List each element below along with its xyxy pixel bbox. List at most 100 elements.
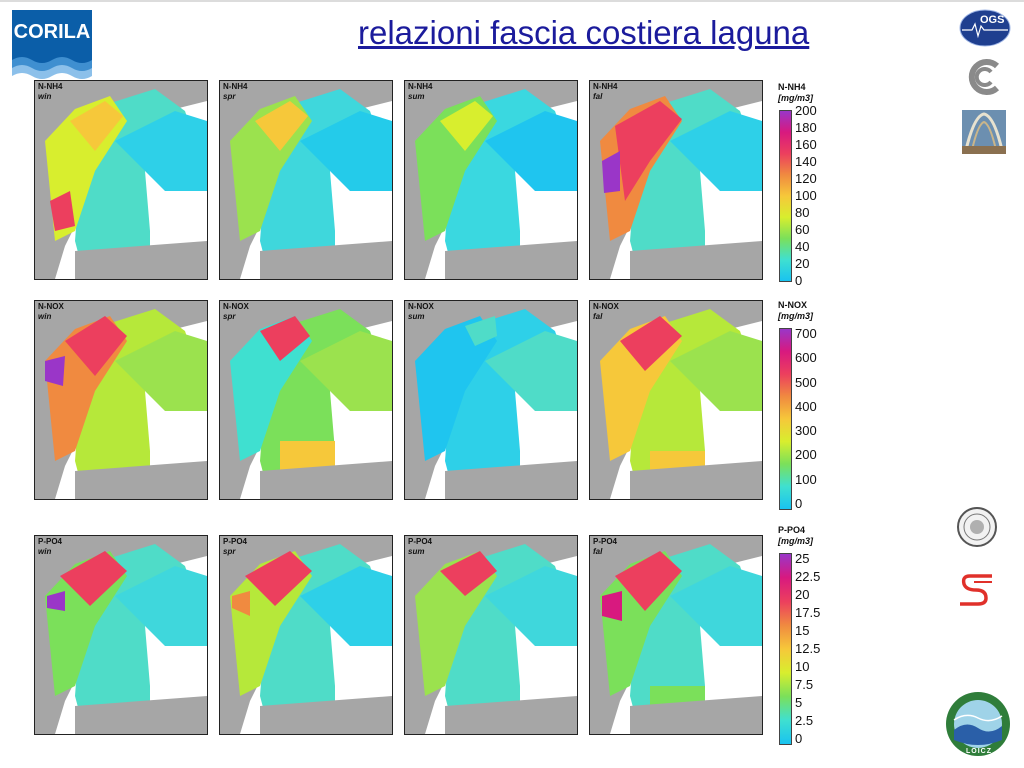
ogs-globe-icon <box>959 9 1011 47</box>
map-image <box>35 301 207 499</box>
colorbar-tick-label: 400 <box>795 398 817 414</box>
panel-variable: N-NH4 <box>38 82 63 91</box>
colorbar-title-po4: P-PO4 [mg/m3] <box>778 525 813 547</box>
colorbar-tick-label: 5 <box>795 695 803 710</box>
map-po4-win: P-PO4 win <box>34 535 208 735</box>
colorbar-variable: N-NH4 <box>778 82 806 92</box>
map-image <box>405 536 577 734</box>
map-image <box>405 81 577 279</box>
panel-variable: N-NH4 <box>593 82 618 91</box>
panel-label: P-PO4 spr <box>223 537 247 557</box>
colorbar-tick-label: 15 <box>795 623 810 638</box>
colorbar-tick-label: 10 <box>795 659 810 674</box>
colorbar-unit: [mg/m3] <box>778 93 814 103</box>
university-seal <box>956 506 998 548</box>
colorbar-variable: P-PO4 <box>778 525 806 535</box>
ogs-logo-text: OGS <box>980 14 1005 26</box>
map-image <box>590 301 762 499</box>
panel-variable: N-NOX <box>408 302 434 311</box>
colorbar-unit: [mg/m3] <box>778 536 814 546</box>
ogs-logo: OGS <box>958 8 1012 48</box>
colorbar-tick-label: 140 <box>795 154 817 169</box>
colorbar-title-nox: N-NOX [mg/m3] <box>778 300 813 322</box>
panel-season: spr <box>223 92 236 101</box>
panel-label: N-NH4 win <box>38 82 62 102</box>
map-nh4-sum: N-NH4 sum <box>404 80 578 280</box>
panel-variable: N-NH4 <box>223 82 248 91</box>
panel-season: win <box>38 312 52 321</box>
panel-season: fal <box>593 547 603 556</box>
colorbar-tick-label: 0 <box>795 731 803 746</box>
colorbar-nox <box>779 328 792 510</box>
map-nh4-fal: N-NH4 fal <box>589 80 763 280</box>
colorbar-tick-label: 60 <box>795 222 810 237</box>
panel-season: spr <box>223 547 236 556</box>
panel-season: win <box>38 92 52 101</box>
colorbar-tick-label: 600 <box>795 350 817 366</box>
map-image <box>220 536 392 734</box>
colorbar-tick-label: 0 <box>795 496 803 511</box>
colorbar-tick-label: 20 <box>795 256 810 271</box>
panel-variable: P-PO4 <box>38 537 63 546</box>
colorbar-tick-label: 100 <box>795 188 817 203</box>
colorbar-tick-label: 40 <box>795 239 810 254</box>
panel-season: fal <box>593 92 603 101</box>
colorbar-tick-label: 120 <box>795 171 817 186</box>
cnr-logo <box>965 58 1003 96</box>
colorbar-tick-label: 180 <box>795 120 817 135</box>
map-image <box>590 81 762 279</box>
panel-label: P-PO4 win <box>38 537 62 557</box>
colorbar-tick-label: 500 <box>795 374 817 390</box>
colorbar-tick-label: 12.5 <box>795 641 821 656</box>
map-image <box>220 301 392 499</box>
map-image <box>220 81 392 279</box>
panel-variable: N-NOX <box>38 302 64 311</box>
map-image <box>35 81 207 279</box>
loicz-logo-text: LOICZ <box>966 748 992 755</box>
colorbar-tick-label: 160 <box>795 137 817 152</box>
panel-variable: N-NOX <box>593 302 619 311</box>
panel-label: P-PO4 fal <box>593 537 617 557</box>
colorbar-tick-label: 22.5 <box>795 569 821 584</box>
seal-icon <box>957 507 997 547</box>
panel-label: N-NOX fal <box>593 302 619 322</box>
panel-season: sum <box>408 312 425 321</box>
cnr-icon <box>968 59 1000 95</box>
panel-variable: P-PO4 <box>223 537 248 546</box>
institution-logo <box>962 110 1006 154</box>
panel-label: N-NOX win <box>38 302 64 322</box>
map-nh4-win: N-NH4 win <box>34 80 208 280</box>
panel-label: N-NOX sum <box>408 302 434 322</box>
colorbar-tick-label: 17.5 <box>795 605 821 620</box>
panel-variable: N-NOX <box>223 302 249 311</box>
map-image <box>35 536 207 734</box>
map-nh4-spr: N-NH4 spr <box>219 80 393 280</box>
map-nox-sum: N-NOX sum <box>404 300 578 500</box>
panel-variable: N-NH4 <box>408 82 433 91</box>
map-po4-spr: P-PO4 spr <box>219 535 393 735</box>
corila-logo: CORILA <box>12 10 92 84</box>
panel-season: fal <box>593 312 603 321</box>
map-nox-fal: N-NOX fal <box>589 300 763 500</box>
page-title: relazioni fascia costiera laguna <box>358 14 810 51</box>
panel-label: N-NH4 fal <box>593 82 617 102</box>
colorbar-tick-label: 25 <box>795 551 810 566</box>
colorbar-nh4 <box>779 110 792 282</box>
corila-logo-text: CORILA <box>12 10 92 54</box>
red-emblem <box>956 570 998 610</box>
panel-label: N-NH4 spr <box>223 82 247 102</box>
panel-season: sum <box>408 547 425 556</box>
panel-season: sum <box>408 92 425 101</box>
colorbar-tick-label: 7.5 <box>795 677 814 692</box>
loicz-logo: LOICZ <box>940 690 1016 762</box>
colorbar-tick-label: 0 <box>795 273 803 288</box>
panel-label: N-NH4 sum <box>408 82 432 102</box>
colorbar-tick-label: 100 <box>795 471 817 487</box>
panel-season: spr <box>223 312 236 321</box>
map-po4-sum: P-PO4 sum <box>404 535 578 735</box>
panel-label: P-PO4 sum <box>408 537 432 557</box>
colorbar-tick-label: 700 <box>795 326 817 341</box>
colorbar-tick-label: 2.5 <box>795 713 814 728</box>
colorbar-tick-label: 300 <box>795 423 817 439</box>
red-s-icon <box>960 574 992 606</box>
